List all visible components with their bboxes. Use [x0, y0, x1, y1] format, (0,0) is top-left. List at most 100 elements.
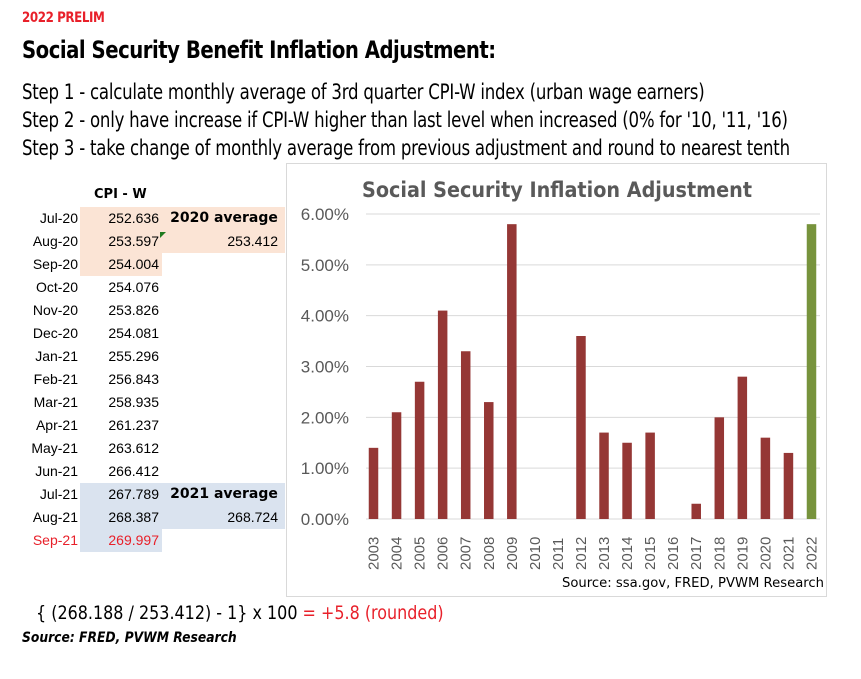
y-tick-label: 3.00% [301, 358, 349, 377]
bar-2022 [806, 224, 817, 519]
step-1: Step 1 - calculate monthly average of 3r… [22, 80, 705, 104]
table-row: Jun-21 266.412 [0, 460, 170, 483]
chart-title: Social Security Inflation Adjustment [362, 178, 752, 202]
table-row: Apr-21 261.237 [0, 414, 170, 437]
row-cpi-value: 253.597 [108, 233, 159, 249]
row-month: Jul-20 [39, 210, 78, 226]
row-cpi-value: 263.612 [108, 440, 159, 456]
table-row: Mar-21 258.935 [0, 391, 170, 414]
x-tick-label: 2005 [412, 537, 429, 570]
row-cpi-value: 267.789 [108, 486, 159, 502]
row-cpi-value: 266.412 [108, 463, 159, 479]
row-month: Apr-21 [35, 417, 78, 433]
row-month: Sep-20 [32, 256, 78, 272]
x-tick-label: 2009 [504, 537, 521, 570]
y-tick-label: 5.00% [301, 256, 349, 275]
x-tick-label: 2007 [458, 537, 475, 570]
row-cpi-value: 256.843 [108, 371, 159, 387]
inflation-adjustment-chart: Social Security Inflation Adjustment 0.0… [301, 178, 824, 591]
bar-2008 [484, 402, 494, 519]
table-row: Sep-21 269.997 [0, 529, 170, 552]
row-month: Aug-20 [32, 233, 78, 249]
row-cpi-value: 254.081 [108, 325, 159, 341]
bar-2019 [737, 376, 748, 519]
step-2: Step 2 - only have increase if CPI-W hig… [22, 108, 788, 132]
table-row: Aug-20 253.597 [0, 230, 170, 253]
x-tick-label: 2011 [550, 538, 567, 570]
table-row: Dec-20 254.081 [0, 322, 170, 345]
bar-2004 [391, 412, 402, 519]
bar-2007 [460, 351, 471, 519]
x-tick-label: 2020 [757, 537, 774, 570]
table-row: May-21 263.612 [0, 437, 170, 460]
table-row: Jul-21 267.789 [0, 483, 170, 506]
x-tick-label: 2017 [688, 537, 705, 570]
table-row: Jan-21 255.296 [0, 345, 170, 368]
row-month: Nov-20 [32, 302, 78, 318]
avg-2020-label: 2020 average [170, 210, 278, 226]
x-tick-label: 2008 [481, 537, 498, 570]
x-tick-label: 2010 [527, 537, 544, 570]
table-row: Feb-21 256.843 [0, 368, 170, 391]
bar-2005 [414, 381, 425, 519]
y-tick-label: 2.00% [301, 408, 349, 427]
y-tick-label: 1.00% [301, 459, 349, 478]
x-tick-label: 2015 [642, 537, 659, 570]
bar-2012 [576, 336, 586, 519]
row-month: Jul-21 [39, 486, 78, 502]
x-tick-label: 2013 [596, 537, 613, 570]
highlight-2020-average [162, 207, 285, 253]
y-tick-label: 4.00% [301, 307, 349, 326]
row-month: May-21 [31, 440, 78, 456]
y-tick-label: 6.00% [301, 205, 349, 224]
cell-comment-indicator [160, 232, 166, 238]
row-cpi-value: 254.004 [108, 256, 159, 272]
row-cpi-value: 268.387 [108, 509, 159, 525]
formula-expression: { (268.188 / 253.412) - 1} x 100 [36, 602, 298, 624]
table-row: Nov-20 253.826 [0, 299, 170, 322]
bar-2018 [714, 417, 725, 519]
row-cpi-value: 255.296 [108, 348, 159, 364]
bar-2006 [437, 310, 448, 519]
x-tick-label: 2004 [389, 537, 406, 570]
row-month: Mar-21 [33, 394, 78, 410]
row-cpi-value: 253.826 [108, 302, 159, 318]
bar-2021 [783, 452, 794, 519]
x-tick-label: 2006 [435, 537, 452, 570]
bar-2013 [599, 432, 609, 519]
row-cpi-value: 254.076 [108, 279, 159, 295]
x-tick-label: 2018 [711, 537, 728, 570]
x-tick-label: 2012 [573, 537, 590, 570]
highlight-2021-q3 [80, 483, 162, 552]
avg-2021-value: 268.724 [227, 509, 278, 525]
row-month: Aug-21 [32, 509, 78, 525]
row-month: Jan-21 [35, 348, 78, 364]
row-cpi-value: 269.997 [108, 532, 159, 548]
bar-2014 [622, 442, 632, 519]
row-month: Feb-21 [33, 371, 78, 387]
step-3: Step 3 - take change of monthly average … [22, 136, 790, 160]
row-cpi-value: 258.935 [108, 394, 159, 410]
x-tick-label: 2021 [780, 537, 797, 570]
table-row: Jul-20 252.636 [0, 207, 170, 230]
chart-frame: Social Security Inflation Adjustment 0.0… [286, 163, 827, 597]
y-tick-label: 0.00% [301, 510, 349, 529]
page-title: Social Security Benefit Inflation Adjust… [22, 36, 496, 64]
row-cpi-value: 252.636 [108, 210, 159, 226]
table-row: Aug-21 268.387 [0, 506, 170, 529]
x-tick-label: 2003 [366, 537, 383, 570]
highlight-2021-average [162, 483, 285, 529]
row-month: Oct-20 [35, 279, 78, 295]
highlight-2020-q3 [80, 207, 162, 276]
table-row: Oct-20 254.076 [0, 276, 170, 299]
avg-2020-value: 253.412 [227, 233, 278, 249]
x-tick-label: 2014 [619, 537, 636, 570]
row-month: Dec-20 [32, 325, 78, 341]
cpi-column-header: CPI - W [94, 187, 147, 202]
row-month: Jun-21 [35, 463, 78, 479]
bar-2020 [760, 437, 771, 519]
table-row: Sep-20 254.004 [0, 253, 170, 276]
prelim-label: 2022 PRELIM [22, 10, 105, 26]
bar-2003 [368, 447, 379, 519]
row-cpi-value: 261.237 [108, 417, 159, 433]
